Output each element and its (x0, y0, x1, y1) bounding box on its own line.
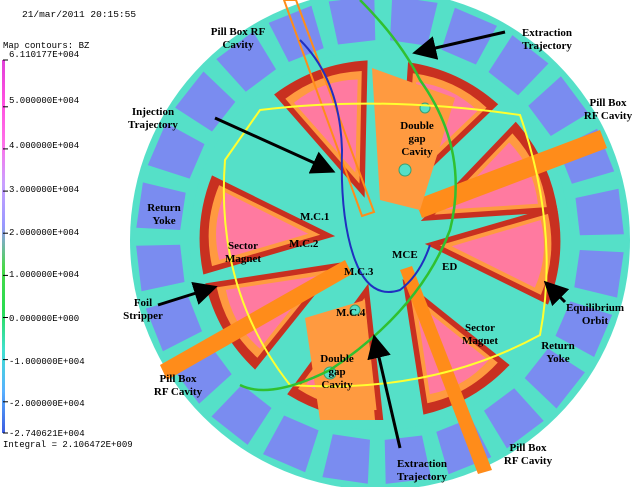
label-foil-stripper: Foil Stripper (123, 297, 163, 322)
colorbar-tick-label: 0.000000E+000 (9, 314, 80, 324)
annotation-arrows (157, 30, 570, 449)
yoke-block (136, 244, 185, 292)
arrow-extraction-bottom (367, 334, 402, 449)
arrow-equilibrium-orbit (543, 280, 570, 307)
label-pill-box-right: Pill Box RF Cavity (583, 97, 633, 122)
arrow-foil-stripper (157, 281, 218, 307)
label-return-yoke-right: Return Yoke (541, 340, 575, 365)
injection-trajectory-blue (299, 39, 431, 293)
yoke-block (216, 31, 276, 92)
sector-magnet-core (216, 192, 309, 260)
yoke-block (147, 123, 205, 179)
yoke-block (328, 0, 376, 45)
yoke-block (390, 0, 438, 46)
label-extraction-top: Extraction Trajectory (521, 27, 573, 52)
colorbar-tick-label: 3.000000E+004 (9, 185, 80, 195)
colorbar-tick-label: 2.000000E+004 (9, 228, 80, 238)
yoke-block (175, 71, 236, 132)
extraction-trajectory-green (239, 0, 457, 392)
label-equilibrium-orbit: Equilibrium Orbit (565, 302, 625, 327)
colorbar (2, 59, 8, 434)
label-double-gap-top: Double gap Cavity (400, 120, 434, 158)
pill-box-cavity-right-bar (415, 130, 607, 218)
colorbar-tick-label: 4.000000E+004 (9, 141, 80, 151)
colorbar-tick-label: 1.000000E+004 (9, 270, 80, 280)
label-return-yoke-left: Return Yoke (147, 202, 181, 227)
label-ed: ED (442, 261, 458, 273)
colorbar-tick-label: 6.110177E+004 (9, 50, 80, 60)
timestamp: 21/mar/2011 20:15:55 (22, 9, 137, 20)
label-pill-box-top: Pill Box RF Cavity (210, 26, 266, 51)
label-pill-box-bottom: Pill Box RF Cavity (503, 442, 553, 467)
equilibrium-orbit (222, 102, 548, 388)
yoke-block (441, 7, 497, 65)
arrow-extraction-top (412, 30, 506, 60)
colorbar-tick-label: -2.000000E+004 (9, 399, 85, 409)
label-mc2: M.C.2 (289, 238, 319, 250)
yoke-block (322, 434, 370, 484)
label-mc4: M.C.4 (336, 307, 366, 319)
yoke-block (555, 301, 613, 357)
integral-label: Integral = 2.106472E+009 (3, 440, 133, 450)
colorbar-gradient (2, 60, 5, 433)
pill-box-cavity-left-bar (160, 260, 352, 380)
yoke-block (211, 384, 272, 445)
label-mc1: M.C.1 (300, 211, 330, 223)
label-mc3: M.C.3 (344, 266, 374, 278)
yoke-block (484, 388, 544, 449)
label-double-gap-bottom: Double gap Cavity (320, 353, 354, 391)
label-extraction-bottom: Extraction Trajectory (396, 458, 448, 483)
pill-box-cavity-bottom-bar (400, 266, 492, 474)
label-mce: MCE (392, 249, 418, 261)
label-sector-magnet-right: Sector Magnet (461, 322, 499, 347)
pill-box-cavity-top-bar (282, 0, 376, 218)
yoke-block (384, 435, 432, 484)
yoke-block (145, 296, 202, 352)
magnet-pole-region (190, 50, 570, 430)
yoke-block (575, 188, 624, 236)
label-injection: Injection Trajectory (128, 106, 178, 131)
yoke-block (263, 415, 319, 473)
colorbar-tick-label: 5.000000E+004 (9, 96, 80, 106)
colorbar-tick-label: -1.000000E+004 (9, 357, 85, 367)
arrow-injection (214, 116, 336, 174)
yoke-block (136, 182, 186, 230)
cavity-port-bottom (349, 304, 361, 316)
yoke-block (524, 348, 585, 409)
yoke-block (574, 250, 624, 298)
label-sector-magnet-left: Sector Magnet (224, 240, 262, 265)
label-pill-box-left: Pill Box RF Cavity (153, 373, 203, 398)
colorbar-tick-label: -2.740621E+004 (9, 429, 85, 439)
double-gap-cavity-bottom (305, 300, 375, 420)
yoke-block (488, 35, 549, 96)
colorbar-ticks (3, 59, 8, 434)
yoke-block (528, 76, 589, 136)
map-title: Map contours: BZ (3, 41, 90, 51)
sector-magnet-core (451, 220, 544, 288)
cavity-port-center (398, 163, 412, 177)
